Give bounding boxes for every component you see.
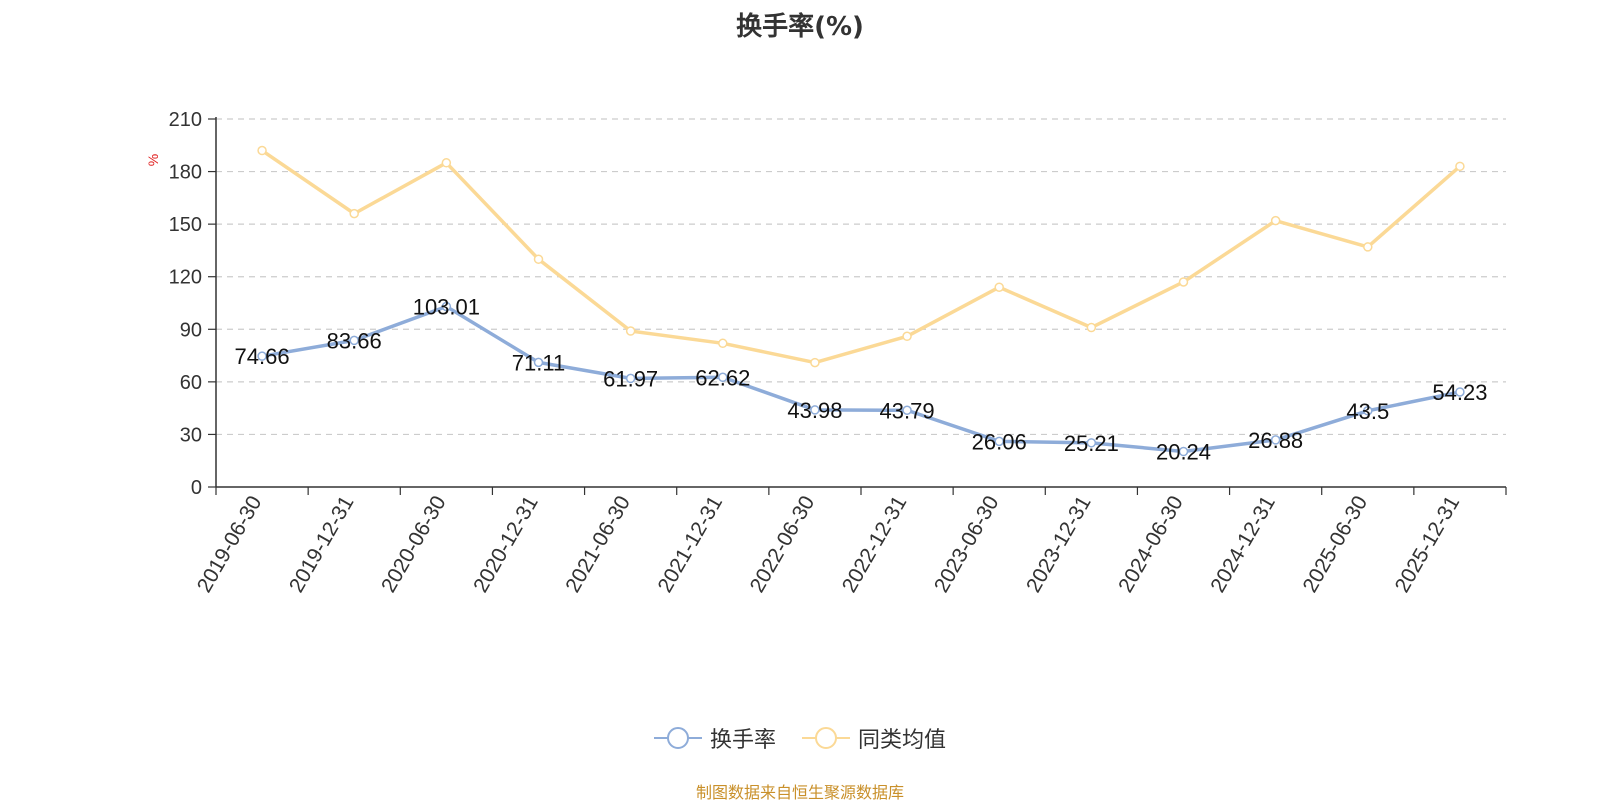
data-point bbox=[1178, 277, 1189, 287]
data-point bbox=[257, 145, 267, 156]
y-axis-label: % bbox=[145, 154, 161, 166]
x-tick-label: 2025-12-31 bbox=[1391, 492, 1465, 597]
data-point bbox=[1086, 438, 1097, 448]
data-point bbox=[902, 405, 912, 416]
x-tick-label: 2025-06-30 bbox=[1298, 492, 1372, 597]
data-point bbox=[1270, 435, 1281, 445]
legend-item-peer-average[interactable]: 同类均值 bbox=[802, 722, 946, 754]
x-tick-label: 2022-12-31 bbox=[838, 492, 912, 597]
data-point bbox=[441, 301, 452, 312]
data-label: 26.06 bbox=[972, 429, 1027, 454]
chart-title: 换手率(%) bbox=[736, 12, 864, 42]
data-point bbox=[1178, 446, 1189, 457]
data-point bbox=[349, 208, 359, 219]
x-tick-label: 2024-06-30 bbox=[1114, 492, 1188, 597]
y-tick-label: 150 bbox=[169, 214, 202, 236]
data-point bbox=[533, 254, 544, 264]
legend-label-peer-average: 同类均值 bbox=[858, 728, 947, 753]
data-point bbox=[1363, 406, 1373, 416]
data-point bbox=[1086, 322, 1097, 333]
x-tick-label: 2023-06-30 bbox=[930, 492, 1004, 597]
data-label: 83.66 bbox=[327, 328, 382, 353]
y-tick-label: 90 bbox=[180, 319, 202, 341]
data-point bbox=[1270, 215, 1281, 226]
legend-label-turnover: 换手率 bbox=[709, 728, 776, 753]
source-note: 制图数据来自恒生聚源数据库 bbox=[695, 783, 904, 802]
x-tick-label: 2020-12-31 bbox=[469, 492, 543, 597]
data-point bbox=[718, 338, 728, 349]
series bbox=[257, 145, 1465, 457]
data-point bbox=[994, 282, 1004, 292]
data-point bbox=[1455, 161, 1465, 172]
legend-swatch-peer-average bbox=[802, 726, 850, 750]
data-label: 20.24 bbox=[1156, 440, 1211, 465]
y-tick-label: 0 bbox=[191, 477, 202, 499]
data-point bbox=[257, 351, 267, 361]
data-label: 43.5 bbox=[1346, 399, 1389, 424]
data-point bbox=[810, 405, 820, 415]
legend: 换手率 同类均值 bbox=[0, 722, 1600, 754]
data-label: 74.66 bbox=[235, 344, 290, 369]
y-tick-label: 120 bbox=[169, 267, 202, 289]
x-tick-label: 2019-06-30 bbox=[193, 492, 267, 597]
y-tick-label: 60 bbox=[180, 372, 202, 394]
y-tick-label: 30 bbox=[180, 424, 202, 446]
data-point bbox=[533, 357, 544, 368]
data-point bbox=[625, 326, 636, 336]
x-tick-label: 2024-12-31 bbox=[1206, 492, 1280, 597]
data-point bbox=[1363, 242, 1373, 252]
data-point bbox=[625, 373, 636, 384]
data-label: 26.88 bbox=[1248, 428, 1303, 453]
data-point bbox=[1455, 387, 1465, 397]
data-point bbox=[718, 372, 728, 383]
data-point bbox=[810, 357, 820, 368]
y-tick-label: 180 bbox=[169, 162, 202, 184]
x-tick-label: 2022-06-30 bbox=[746, 492, 820, 597]
data-label: 43.98 bbox=[787, 398, 842, 423]
legend-item-turnover[interactable]: 换手率 bbox=[653, 722, 776, 754]
data-point bbox=[441, 158, 452, 168]
series-line-peer-average bbox=[261, 149, 1462, 365]
data-label: 25.21 bbox=[1064, 431, 1119, 456]
data-point bbox=[994, 436, 1004, 447]
x-tick-label: 2019-12-31 bbox=[285, 492, 359, 597]
y-tick-label: 210 bbox=[169, 109, 202, 131]
x-tick-label: 2021-12-31 bbox=[653, 492, 727, 597]
data-point bbox=[902, 331, 912, 342]
series-line-turnover bbox=[261, 304, 1461, 454]
x-tick-label: 2020-06-30 bbox=[377, 492, 451, 597]
data-label: 62.62 bbox=[695, 365, 750, 390]
data-label: 71.11 bbox=[512, 350, 565, 375]
data-label: 61.97 bbox=[603, 366, 658, 391]
data-labels: 74.66 83.66 103.01 71.11 61.97 62.62 43.98 43.7… bbox=[235, 294, 1488, 464]
data-label: 103.01 bbox=[413, 294, 480, 319]
data-label: 54.23 bbox=[1432, 380, 1487, 405]
grid-lines bbox=[216, 118, 1506, 436]
x-tick-label: 2023-12-31 bbox=[1022, 492, 1096, 597]
data-point bbox=[349, 335, 359, 346]
data-label: 43.79 bbox=[880, 398, 935, 423]
legend-swatch-turnover bbox=[653, 726, 702, 750]
x-tick-label: 2021-06-30 bbox=[561, 492, 635, 597]
